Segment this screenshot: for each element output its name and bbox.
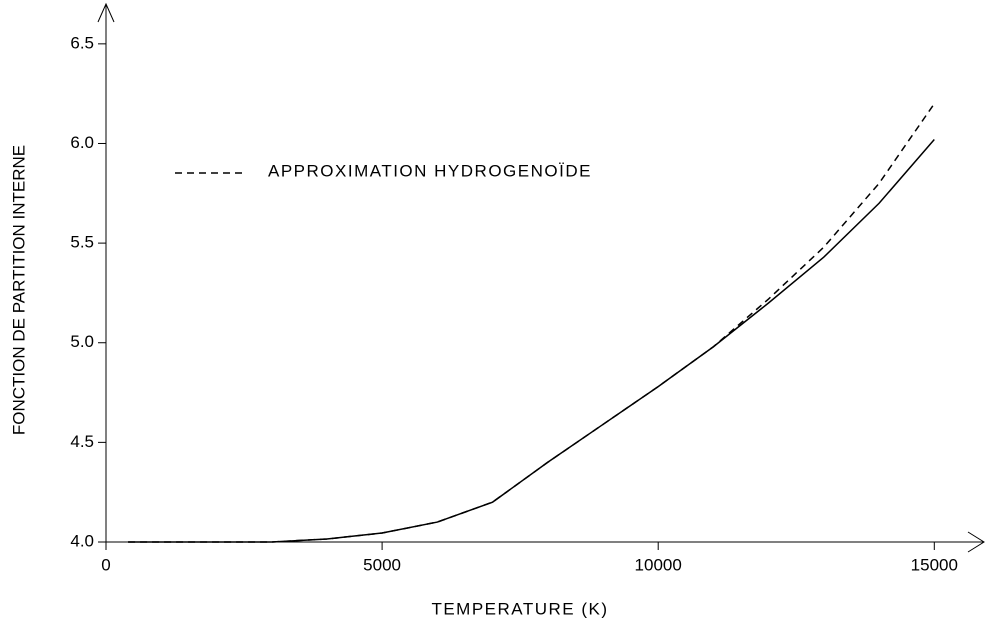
x-tick-label: 15000 [911, 555, 958, 574]
x-tick-label: 5000 [363, 555, 401, 574]
y-tick-label: 4.5 [70, 432, 94, 451]
x-tick-label: 10000 [635, 555, 682, 574]
y-tick-label: 6.5 [70, 33, 94, 52]
y-tick-label: 5.0 [70, 332, 94, 351]
y-tick-label: 6.0 [70, 133, 94, 152]
y-tick-label: 5.5 [70, 233, 94, 252]
y-arrow [97, 2, 115, 23]
series-line [128, 139, 935, 543]
y-tick-label: 4.0 [70, 531, 94, 550]
x-arrow [967, 531, 985, 553]
legend-label: APPROXIMATION HYDROGENOÏDE [268, 161, 592, 180]
series-line [128, 103, 935, 543]
y-axis-label: FONCTION DE PARTITION INTERNE [9, 145, 28, 435]
x-axis-label: TEMPERATURE (K) [431, 599, 608, 618]
x-tick-label: 0 [101, 555, 110, 574]
